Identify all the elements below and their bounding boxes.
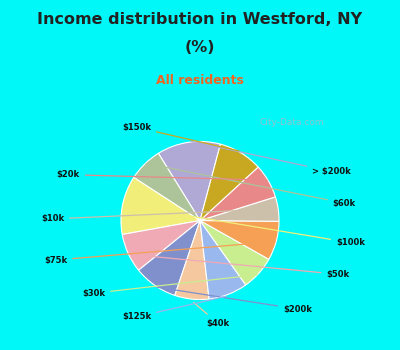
Wedge shape: [121, 177, 200, 234]
Wedge shape: [122, 220, 200, 270]
Text: $10k: $10k: [41, 209, 277, 223]
Text: $200k: $200k: [157, 287, 312, 314]
Text: $40k: $40k: [194, 302, 230, 328]
Text: $50k: $50k: [130, 254, 350, 279]
Wedge shape: [175, 220, 209, 300]
Text: City-Data.com: City-Data.com: [260, 118, 324, 127]
Wedge shape: [200, 220, 246, 299]
Text: $125k: $125k: [122, 296, 226, 321]
Wedge shape: [134, 153, 200, 220]
Wedge shape: [200, 220, 269, 285]
Text: $30k: $30k: [82, 275, 257, 298]
Text: > $200k: > $200k: [191, 141, 351, 176]
Text: Income distribution in Westford, NY: Income distribution in Westford, NY: [38, 12, 362, 27]
Text: $100k: $100k: [124, 205, 365, 247]
Text: $75k: $75k: [44, 241, 275, 265]
Text: $20k: $20k: [57, 170, 267, 180]
Wedge shape: [200, 220, 279, 259]
Wedge shape: [158, 141, 220, 220]
Text: $150k: $150k: [122, 123, 239, 151]
Wedge shape: [138, 220, 200, 295]
Wedge shape: [200, 167, 276, 220]
Wedge shape: [200, 144, 258, 220]
Wedge shape: [200, 197, 279, 221]
Text: $60k: $60k: [146, 163, 356, 208]
Text: All residents: All residents: [156, 74, 244, 87]
Text: (%): (%): [185, 40, 215, 55]
